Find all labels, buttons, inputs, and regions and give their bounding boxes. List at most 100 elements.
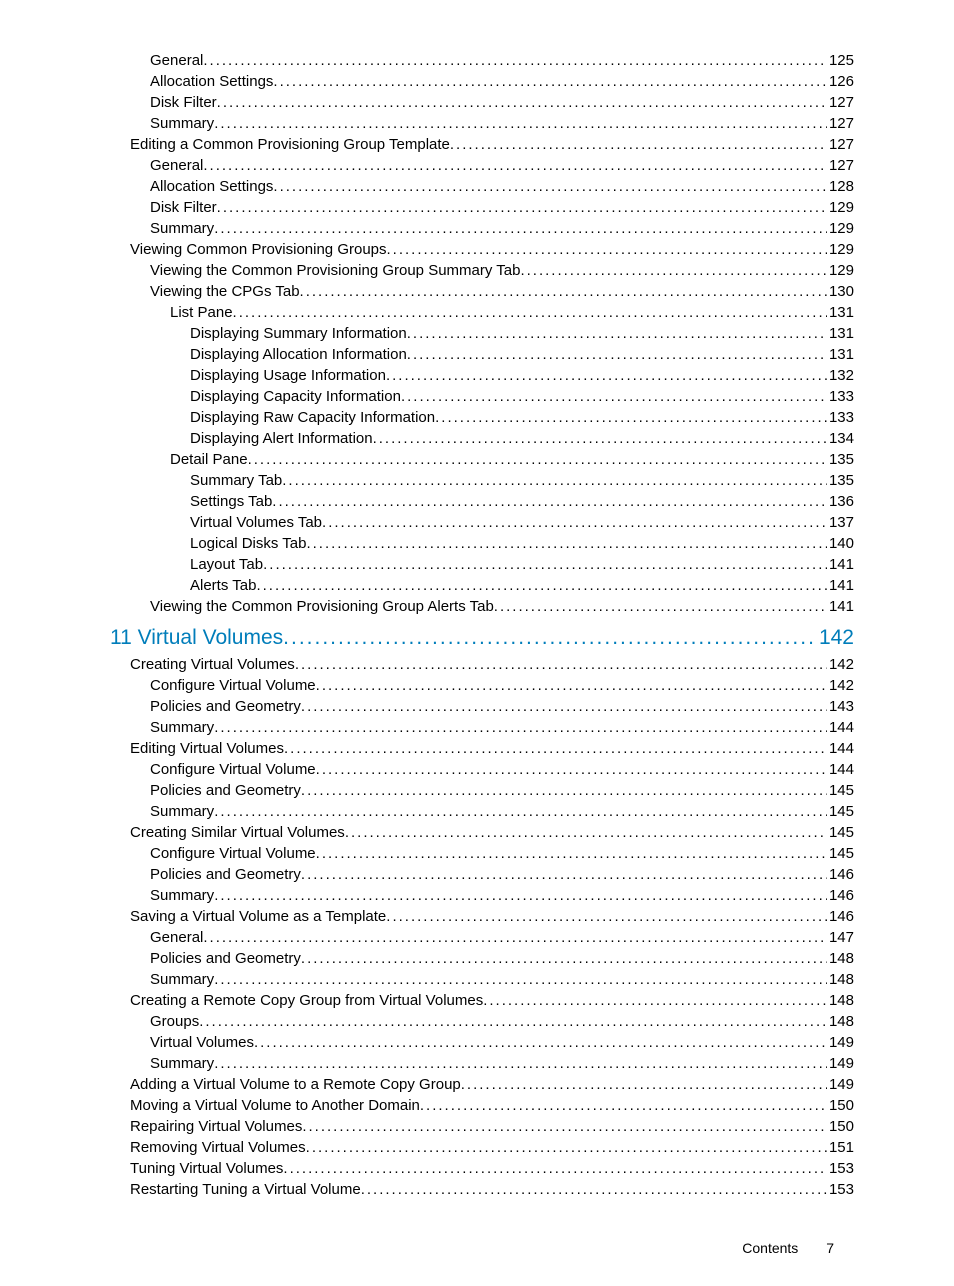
toc-entry[interactable]: Disk Filter127 — [110, 92, 854, 113]
toc-entry[interactable]: General147 — [110, 927, 854, 948]
toc-entry[interactable]: Creating Virtual Volumes142 — [110, 654, 854, 675]
toc-entry-page: 128 — [827, 176, 854, 197]
toc-entry[interactable]: Configure Virtual Volume142 — [110, 675, 854, 696]
toc-entry[interactable]: Configure Virtual Volume144 — [110, 759, 854, 780]
toc-entry[interactable]: Policies and Geometry143 — [110, 696, 854, 717]
toc-leader — [284, 738, 827, 759]
toc-leader — [520, 260, 827, 281]
toc-entry-label: Creating a Remote Copy Group from Virtua… — [130, 990, 483, 1011]
toc-leader — [461, 1074, 827, 1095]
toc-leader — [203, 155, 827, 176]
toc-entry[interactable]: Moving a Virtual Volume to Another Domai… — [110, 1095, 854, 1116]
toc-leader — [254, 1032, 827, 1053]
toc-entry-page: 127 — [827, 134, 854, 155]
toc-entry[interactable]: Editing Virtual Volumes144 — [110, 738, 854, 759]
toc-entry-label: Policies and Geometry — [150, 696, 301, 717]
toc-entry-page: 149 — [827, 1032, 854, 1053]
toc-entry[interactable]: Summary149 — [110, 1053, 854, 1074]
toc-entry[interactable]: Allocation Settings128 — [110, 176, 854, 197]
toc-entry[interactable]: Groups148 — [110, 1011, 854, 1032]
toc-entry-page: 153 — [827, 1158, 854, 1179]
toc-entry[interactable]: Disk Filter129 — [110, 197, 854, 218]
toc-entry[interactable]: Virtual Volumes149 — [110, 1032, 854, 1053]
toc-entry[interactable]: Displaying Raw Capacity Information133 — [110, 407, 854, 428]
toc-entry-label: Summary — [150, 113, 214, 134]
toc-entry[interactable]: Displaying Summary Information131 — [110, 323, 854, 344]
toc-entry-label: Removing Virtual Volumes — [130, 1137, 306, 1158]
toc-entry-label: Viewing the CPGs Tab — [150, 281, 300, 302]
toc-entry[interactable]: Displaying Allocation Information131 — [110, 344, 854, 365]
toc-entry-label: General — [150, 155, 203, 176]
toc-entry[interactable]: Detail Pane135 — [110, 449, 854, 470]
toc-entry[interactable]: Virtual Volumes Tab137 — [110, 512, 854, 533]
toc-entry[interactable]: Policies and Geometry145 — [110, 780, 854, 801]
toc-leader — [401, 386, 827, 407]
toc-entry-label: Restarting Tuning a Virtual Volume — [130, 1179, 361, 1200]
toc-entry[interactable]: Viewing the Common Provisioning Group Su… — [110, 260, 854, 281]
toc-entry[interactable]: Summary129 — [110, 218, 854, 239]
toc-entry-page: 148 — [827, 948, 854, 969]
toc-entry[interactable]: Viewing the Common Provisioning Group Al… — [110, 596, 854, 617]
toc-entry[interactable]: Policies and Geometry148 — [110, 948, 854, 969]
toc-entry[interactable]: General125 — [110, 50, 854, 71]
toc-leader — [435, 407, 827, 428]
toc-entry-page: 145 — [827, 801, 854, 822]
toc-entry[interactable]: Removing Virtual Volumes151 — [110, 1137, 854, 1158]
toc-leader — [316, 759, 827, 780]
toc-entry[interactable]: Layout Tab141 — [110, 554, 854, 575]
toc-entry[interactable]: Settings Tab136 — [110, 491, 854, 512]
toc-entry[interactable]: Displaying Alert Information134 — [110, 428, 854, 449]
toc-entry[interactable]: Allocation Settings126 — [110, 71, 854, 92]
toc-entry[interactable]: Summary127 — [110, 113, 854, 134]
toc-entry-label: Displaying Raw Capacity Information — [190, 407, 435, 428]
toc-entry-page: 145 — [827, 780, 854, 801]
toc-entry-label: Groups — [150, 1011, 199, 1032]
toc-entry-label: Detail Pane — [170, 449, 248, 470]
toc-entry[interactable]: Restarting Tuning a Virtual Volume153 — [110, 1179, 854, 1200]
toc-entry[interactable]: General127 — [110, 155, 854, 176]
toc-entry[interactable]: Configure Virtual Volume145 — [110, 843, 854, 864]
toc-entry[interactable]: Summary146 — [110, 885, 854, 906]
toc-leader — [386, 906, 827, 927]
toc-entry[interactable]: Viewing the CPGs Tab130 — [110, 281, 854, 302]
toc-entry-label: Editing a Common Provisioning Group Temp… — [130, 134, 450, 155]
toc-entry[interactable]: List Pane131 — [110, 302, 854, 323]
toc-leader — [214, 1053, 827, 1074]
toc-leader — [306, 533, 827, 554]
toc-entry[interactable]: Adding a Virtual Volume to a Remote Copy… — [110, 1074, 854, 1095]
toc-entry[interactable]: Policies and Geometry146 — [110, 864, 854, 885]
toc-entry[interactable]: Repairing Virtual Volumes150 — [110, 1116, 854, 1137]
toc-leader — [301, 864, 827, 885]
toc-entry-page: 148 — [827, 990, 854, 1011]
table-of-contents: General125Allocation Settings126Disk Fil… — [110, 50, 854, 1200]
toc-entry[interactable]: Viewing Common Provisioning Groups129 — [110, 239, 854, 260]
toc-entry[interactable]: Summary Tab135 — [110, 470, 854, 491]
toc-entry[interactable]: 11 Virtual Volumes142 — [110, 623, 854, 652]
toc-entry[interactable]: Displaying Capacity Information133 — [110, 386, 854, 407]
toc-leader — [199, 1011, 827, 1032]
toc-entry[interactable]: Saving a Virtual Volume as a Template146 — [110, 906, 854, 927]
toc-entry-page: 141 — [827, 554, 854, 575]
toc-entry[interactable]: Editing a Common Provisioning Group Temp… — [110, 134, 854, 155]
toc-entry-label: Creating Similar Virtual Volumes — [130, 822, 345, 843]
toc-leader — [407, 344, 827, 365]
toc-entry[interactable]: Displaying Usage Information132 — [110, 365, 854, 386]
toc-entry[interactable]: Creating a Remote Copy Group from Virtua… — [110, 990, 854, 1011]
toc-entry-page: 129 — [827, 260, 854, 281]
toc-entry-page: 135 — [827, 470, 854, 491]
toc-entry[interactable]: Creating Similar Virtual Volumes145 — [110, 822, 854, 843]
toc-leader — [272, 491, 827, 512]
toc-leader — [273, 176, 827, 197]
toc-entry[interactable]: Summary144 — [110, 717, 854, 738]
toc-entry-label: Summary — [150, 218, 214, 239]
toc-entry[interactable]: Tuning Virtual Volumes153 — [110, 1158, 854, 1179]
toc-entry[interactable]: Logical Disks Tab140 — [110, 533, 854, 554]
toc-entry[interactable]: Summary 145 — [110, 801, 854, 822]
toc-entry[interactable]: Summary148 — [110, 969, 854, 990]
toc-entry-page: 142 — [827, 675, 854, 696]
toc-leader — [301, 696, 827, 717]
toc-leader — [214, 801, 827, 822]
toc-entry-label: Editing Virtual Volumes — [130, 738, 284, 759]
toc-entry-label: Summary — [150, 801, 214, 822]
toc-entry[interactable]: Alerts Tab141 — [110, 575, 854, 596]
